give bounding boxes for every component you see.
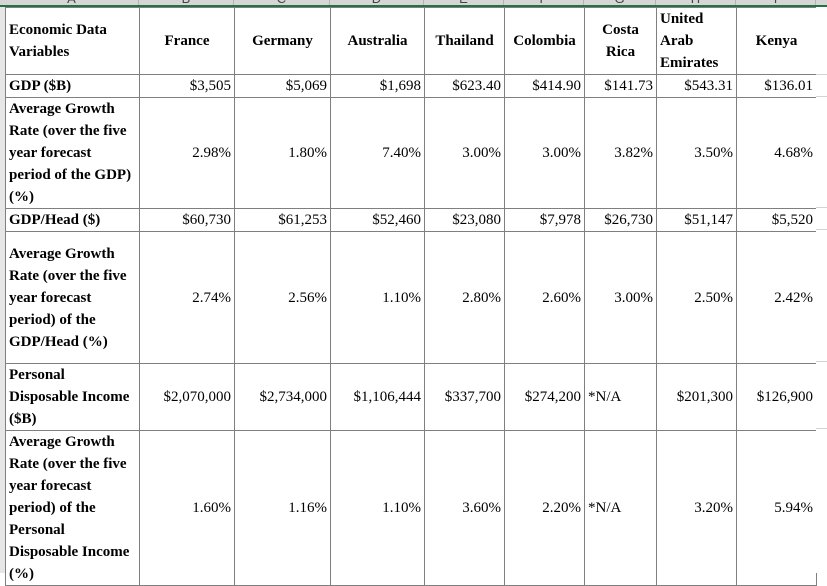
cell[interactable]: 1.10% <box>330 231 425 364</box>
cell[interactable]: 1.16% <box>234 430 331 586</box>
row-label[interactable]: GDP/Head ($) <box>5 208 140 232</box>
cell[interactable]: 7.40% <box>330 97 425 209</box>
gridline <box>816 96 827 97</box>
cell[interactable]: *N/A <box>584 430 657 586</box>
cell[interactable]: $141.73 <box>584 74 657 98</box>
cell[interactable]: 2.80% <box>424 231 505 364</box>
gridline <box>816 229 827 230</box>
cell[interactable]: 1.60% <box>139 430 235 586</box>
table-row-gdp-head: GDP/Head ($) $60,730 $61,253 $52,460 $23… <box>5 208 817 232</box>
cell[interactable]: 3.50% <box>656 97 737 209</box>
cell[interactable]: $60,730 <box>139 208 235 232</box>
cell[interactable]: 2.20% <box>504 430 585 586</box>
cell[interactable]: $23,080 <box>424 208 505 232</box>
row-label[interactable]: Average Growth Rate (over the five year … <box>5 97 140 209</box>
header-row: Economic Data Variables France Germany A… <box>5 7 817 75</box>
table-row-gdp-growth: Average Growth Rate (over the five year … <box>5 97 817 209</box>
cell[interactable]: $52,460 <box>330 208 425 232</box>
cell[interactable]: $7,978 <box>504 208 585 232</box>
cell[interactable]: $51,147 <box>656 208 737 232</box>
table-row-pdi: Personal Disposable Income ($B) $2,070,0… <box>5 363 817 431</box>
header-colombia[interactable]: Colombia <box>504 7 585 75</box>
cell[interactable]: 3.00% <box>504 97 585 209</box>
header-thailand[interactable]: Thailand <box>424 7 505 75</box>
cell[interactable]: 3.00% <box>584 231 657 364</box>
empty-column-area[interactable] <box>816 7 827 573</box>
row-label[interactable]: Average Growth Rate (over the five year … <box>5 231 140 364</box>
row-label[interactable]: Personal Disposable Income ($B) <box>5 363 140 431</box>
cell[interactable]: 3.00% <box>424 97 505 209</box>
column-header-g[interactable]: G <box>584 0 656 5</box>
column-header-bar: A B C D E F G H I <box>0 0 827 7</box>
cell[interactable]: 2.74% <box>139 231 235 364</box>
table-row-gdp-head-growth: Average Growth Rate (over the five year … <box>5 231 817 364</box>
header-germany[interactable]: Germany <box>234 7 331 75</box>
cell[interactable]: 2.42% <box>736 231 817 364</box>
cell[interactable]: 3.82% <box>584 97 657 209</box>
cell[interactable]: $543.31 <box>656 74 737 98</box>
cell[interactable]: $1,698 <box>330 74 425 98</box>
column-header-i[interactable]: I <box>736 0 816 5</box>
header-label-cell[interactable]: Economic Data Variables <box>5 7 140 75</box>
cell[interactable]: 1.10% <box>330 430 425 586</box>
column-header-a[interactable]: A <box>5 0 139 5</box>
gridline <box>816 361 827 362</box>
cell[interactable]: $2,070,000 <box>139 363 235 431</box>
gridline <box>816 74 827 75</box>
row-label[interactable]: Average Growth Rate (over the five year … <box>5 430 140 586</box>
column-header-f[interactable]: F <box>504 0 584 5</box>
cell[interactable]: $414.90 <box>504 74 585 98</box>
gridline <box>816 207 827 208</box>
column-header-c[interactable]: C <box>234 0 330 5</box>
cell[interactable]: 2.56% <box>234 231 331 364</box>
cell[interactable]: $201,300 <box>656 363 737 431</box>
header-france[interactable]: France <box>139 7 235 75</box>
cell[interactable]: *N/A <box>584 363 657 431</box>
cell[interactable]: 2.50% <box>656 231 737 364</box>
column-header-b[interactable]: B <box>139 0 234 5</box>
header-kenya[interactable]: Kenya <box>736 7 817 75</box>
header-uae[interactable]: United Arab Emirates <box>656 7 737 75</box>
cell[interactable]: 3.20% <box>656 430 737 586</box>
table-row-pdi-growth: Average Growth Rate (over the five year … <box>5 430 817 586</box>
cell[interactable]: $61,253 <box>234 208 331 232</box>
table-row-gdp: GDP ($B) $3,505 $5,069 $1,698 $623.40 $4… <box>5 74 817 98</box>
cell[interactable]: $5,069 <box>234 74 331 98</box>
cell[interactable]: 4.68% <box>736 97 817 209</box>
cell[interactable]: $1,106,444 <box>330 363 425 431</box>
cell[interactable]: $337,700 <box>424 363 505 431</box>
cell[interactable]: 2.98% <box>139 97 235 209</box>
row-label[interactable]: GDP ($B) <box>5 74 140 98</box>
cell[interactable]: 1.80% <box>234 97 331 209</box>
cell[interactable]: $26,730 <box>584 208 657 232</box>
cell[interactable]: 3.60% <box>424 430 505 586</box>
cell[interactable]: 2.60% <box>504 231 585 364</box>
economic-data-table: Economic Data Variables France Germany A… <box>5 7 817 586</box>
header-costa-rica[interactable]: Costa Rica <box>584 7 657 75</box>
cell[interactable]: 5.94% <box>736 430 817 586</box>
column-header-h[interactable]: H <box>656 0 736 5</box>
cell[interactable]: $2,734,000 <box>234 363 331 431</box>
cell[interactable]: $623.40 <box>424 74 505 98</box>
cell[interactable]: $3,505 <box>139 74 235 98</box>
cell[interactable]: $126,900 <box>736 363 817 431</box>
column-header-e[interactable]: E <box>424 0 504 5</box>
cell[interactable]: $136.01 <box>736 74 817 98</box>
cell[interactable]: $274,200 <box>504 363 585 431</box>
header-australia[interactable]: Australia <box>330 7 425 75</box>
column-header-d[interactable]: D <box>330 0 424 5</box>
gridline <box>816 428 827 429</box>
cell[interactable]: $5,520 <box>736 208 817 232</box>
